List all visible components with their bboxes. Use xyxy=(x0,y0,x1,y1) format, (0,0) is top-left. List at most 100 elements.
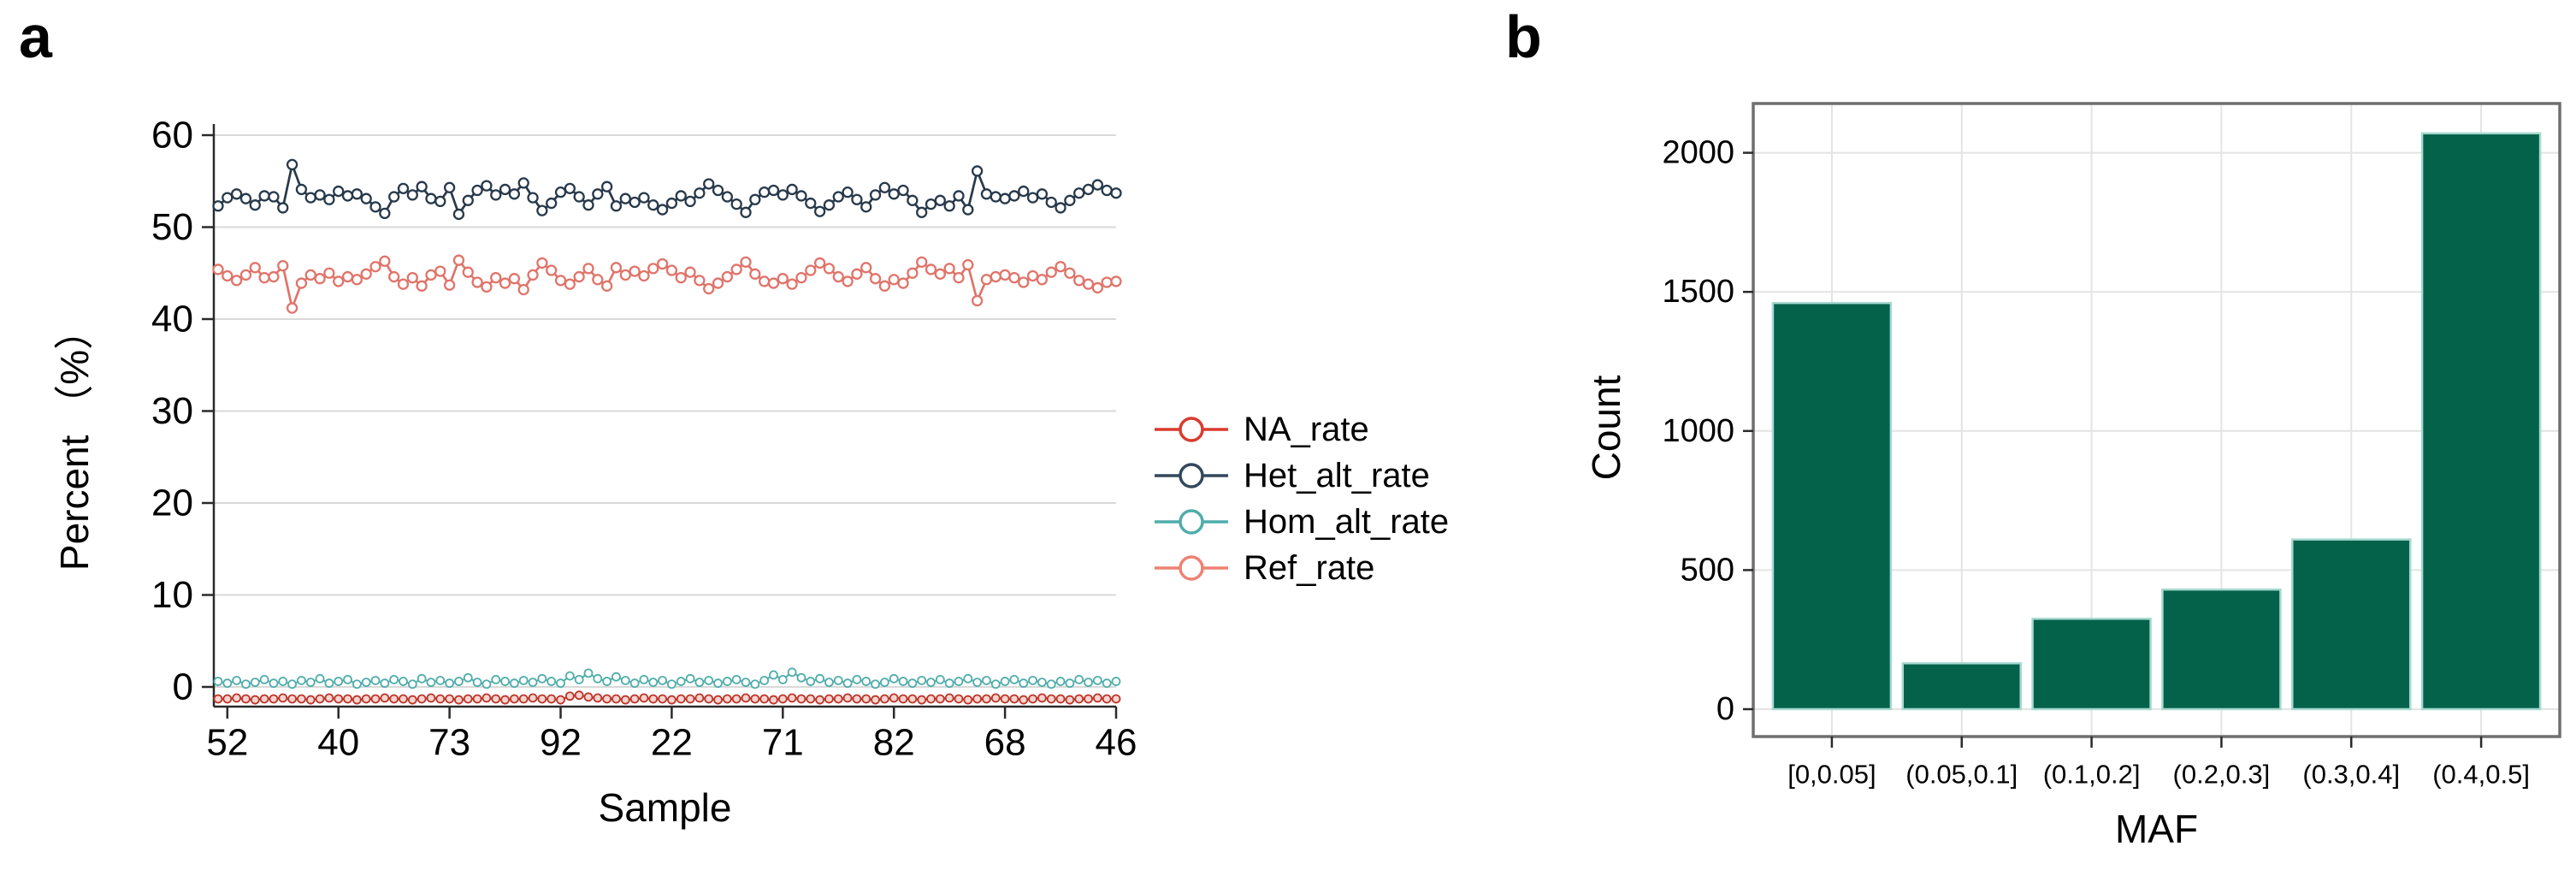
data-point-Hom_alt_rate xyxy=(454,677,464,686)
data-point-Ref_rate xyxy=(703,282,715,295)
data-point-Ref_rate xyxy=(1110,275,1122,287)
data-point-Ref_rate xyxy=(351,274,363,286)
data-point-NA_rate xyxy=(935,694,945,704)
data-point-Het_alt_rate xyxy=(471,184,483,197)
data-point-Ref_rate xyxy=(564,278,576,290)
data-point-Hom_alt_rate xyxy=(982,676,991,685)
data-point-NA_rate xyxy=(482,693,492,703)
data-point-NA_rate xyxy=(389,694,399,704)
data-point-Hom_alt_rate xyxy=(704,676,714,685)
data-point-Hom_alt_rate xyxy=(658,676,667,685)
data-point-Ref_rate xyxy=(369,261,381,273)
data-point-Het_alt_rate xyxy=(842,186,854,198)
data-point-Ref_rate xyxy=(1036,274,1049,286)
data-point-Het_alt_rate xyxy=(962,204,974,216)
data-point-Hom_alt_rate xyxy=(334,677,344,686)
data-point-Het_alt_rate xyxy=(249,199,261,211)
data-point-Ref_rate xyxy=(971,294,984,307)
data-point-Hom_alt_rate xyxy=(593,673,603,684)
data-point-NA_rate xyxy=(380,693,390,703)
data-point-Het_alt_rate xyxy=(999,192,1011,204)
data-point-Ref_rate xyxy=(268,270,280,283)
data-point-Het_alt_rate xyxy=(869,189,882,201)
data-point-Hom_alt_rate xyxy=(305,678,316,688)
data-point-Ref_rate xyxy=(239,269,252,281)
data-point-Ref_rate xyxy=(295,277,308,289)
data-point-NA_rate xyxy=(574,690,584,701)
data-point-Hom_alt_rate xyxy=(889,673,899,684)
legend-label: Het_alt_rate xyxy=(1244,457,1430,494)
data-point-NA_rate xyxy=(407,695,417,705)
data-point-Hom_alt_rate xyxy=(879,678,889,688)
legend-label: NA_rate xyxy=(1244,411,1369,448)
data-point-NA_rate xyxy=(1000,694,1010,704)
data-point-Het_alt_rate xyxy=(703,178,715,190)
x-tick-label: 82 xyxy=(873,722,915,764)
legend-item: Hom_alt_rate xyxy=(1155,503,1449,541)
data-point-Ref_rate xyxy=(222,269,233,282)
data-point-Ref_rate xyxy=(730,263,742,275)
legend-key-circle xyxy=(1179,509,1204,535)
data-point-Ref_rate xyxy=(406,271,418,284)
data-point-Ref_rate xyxy=(813,257,826,269)
legend-key-circle xyxy=(1179,417,1204,442)
data-point-Ref_rate xyxy=(212,263,224,275)
y-tick-label: 0 xyxy=(173,666,193,708)
data-point-Hom_alt_rate xyxy=(769,670,778,680)
data-point-NA_rate xyxy=(547,694,557,704)
data-point-Ref_rate xyxy=(934,268,946,280)
data-point-NA_rate xyxy=(1028,694,1037,704)
data-point-Hom_alt_rate xyxy=(232,676,242,685)
data-point-Hom_alt_rate xyxy=(500,677,510,686)
data-point-Ref_rate xyxy=(304,269,316,281)
data-point-Hom_alt_rate xyxy=(537,673,547,684)
data-point-Ref_rate xyxy=(341,270,354,283)
data-point-NA_rate xyxy=(861,694,871,704)
data-point-Ref_rate xyxy=(638,269,650,282)
data-point-NA_rate xyxy=(213,694,223,704)
data-point-NA_rate xyxy=(556,695,565,705)
data-point-NA_rate xyxy=(639,693,649,703)
data-point-Hom_alt_rate xyxy=(1074,675,1084,684)
data-point-NA_rate xyxy=(871,695,880,705)
data-point-Hom_alt_rate xyxy=(759,676,770,685)
data-point-Hom_alt_rate xyxy=(426,678,436,688)
data-point-Ref_rate xyxy=(999,269,1011,281)
data-point-Ref_rate xyxy=(712,277,724,289)
data-point-NA_rate xyxy=(287,694,297,704)
data-point-Ref_rate xyxy=(462,266,474,278)
data-point-NA_rate xyxy=(241,694,251,704)
data-point-Ref_rate xyxy=(1101,276,1113,288)
data-point-Ref_rate xyxy=(842,275,854,287)
data-point-NA_rate xyxy=(528,693,538,703)
data-point-NA_rate xyxy=(612,694,621,704)
data-point-Het_alt_rate xyxy=(554,186,567,198)
data-point-Ref_rate xyxy=(1091,281,1104,294)
data-point-Hom_alt_rate xyxy=(259,675,269,684)
data-point-Het_alt_rate xyxy=(258,190,270,202)
legend-item: Het_alt_rate xyxy=(1155,457,1430,494)
data-point-Hom_alt_rate xyxy=(407,679,417,689)
data-point-Het_alt_rate xyxy=(462,194,474,206)
data-point-Ref_rate xyxy=(481,281,493,293)
data-point-Ref_rate xyxy=(258,271,270,284)
data-point-Hom_alt_rate xyxy=(741,678,751,688)
data-point-NA_rate xyxy=(454,695,464,705)
data-point-Ref_rate xyxy=(323,267,335,279)
data-point-NA_rate xyxy=(731,694,741,704)
data-point-Hom_alt_rate xyxy=(629,678,640,689)
data-point-Ref_rate xyxy=(907,267,919,279)
data-point-Het_alt_rate xyxy=(740,206,752,218)
data-point-Hom_alt_rate xyxy=(963,673,973,684)
data-point-NA_rate xyxy=(463,694,473,704)
x-tick-label: (0.2,0.3] xyxy=(2173,760,2271,790)
data-point-Hom_alt_rate xyxy=(917,676,927,685)
data-point-Hom_alt_rate xyxy=(796,672,806,683)
data-point-Ref_rate xyxy=(573,270,585,283)
data-point-Hom_alt_rate xyxy=(1000,677,1010,686)
data-point-NA_rate xyxy=(417,694,427,704)
data-point-NA_rate xyxy=(722,694,732,704)
data-point-NA_rate xyxy=(963,695,973,705)
data-point-Hom_alt_rate xyxy=(583,668,594,678)
legend-item: NA_rate xyxy=(1155,411,1369,448)
